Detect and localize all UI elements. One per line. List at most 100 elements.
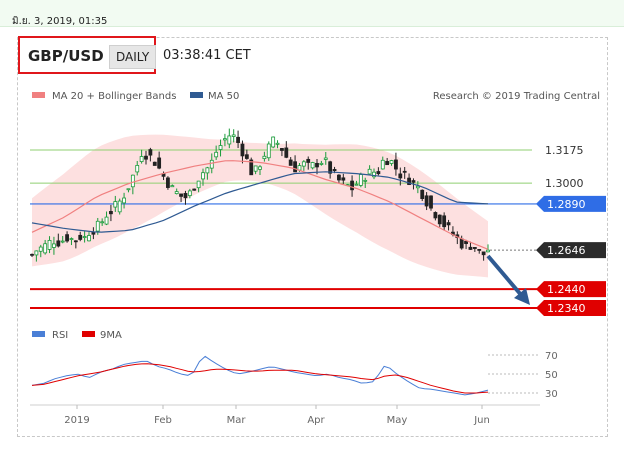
- rsi-tick-label: 70: [545, 351, 558, 362]
- ma50-legend-label: MA 50: [208, 91, 239, 102]
- candle-body: [117, 200, 122, 213]
- candle-body: [306, 158, 311, 163]
- candle-body: [56, 240, 61, 247]
- candle-body: [65, 234, 69, 242]
- support-label: 1.2340: [547, 302, 586, 315]
- bollinger-band-area: [32, 134, 488, 278]
- pair-title: GBP/USD: [28, 47, 104, 65]
- candle-body: [301, 161, 306, 167]
- rsi-legend-label: RSI: [52, 330, 68, 341]
- candle-body: [231, 134, 236, 137]
- candle-body: [38, 246, 43, 252]
- candle-body: [196, 180, 201, 189]
- candle-body: [126, 188, 131, 191]
- candle-body: [385, 161, 390, 166]
- candle-body: [280, 148, 284, 151]
- candle-body: [433, 212, 438, 219]
- candle-body: [424, 195, 429, 207]
- rsi-legend-swatch: [32, 331, 45, 337]
- candle-body: [73, 240, 78, 243]
- candle-body: [337, 174, 341, 181]
- candle-body: [253, 165, 258, 172]
- candle-body: [407, 177, 411, 185]
- candle-body: [341, 177, 346, 181]
- candle-body: [380, 159, 385, 170]
- candle-body: [315, 162, 319, 168]
- candle-body: [284, 147, 289, 158]
- candle-body: [122, 197, 126, 204]
- current-price-label: 1.2646: [547, 244, 586, 257]
- candle-body: [69, 238, 74, 240]
- candle-body: [91, 231, 96, 235]
- candle-body: [468, 246, 473, 250]
- candle-body: [52, 243, 56, 248]
- candle-body: [166, 177, 170, 188]
- rsi-line: [31, 355, 489, 396]
- rsi-ma-line: [31, 363, 489, 394]
- candle-body: [429, 195, 433, 209]
- candle-body: [130, 174, 135, 188]
- candle-body: [266, 143, 271, 159]
- resistance-label: 1.3000: [545, 177, 584, 190]
- ma20-legend-label: MA 20 + Bollinger Bands: [52, 91, 176, 102]
- candle-body: [367, 168, 372, 175]
- candle-body: [214, 151, 219, 158]
- candle-body: [354, 183, 359, 186]
- candle-body: [358, 174, 363, 186]
- bollinger-band: [32, 134, 488, 278]
- candle-body: [372, 171, 376, 178]
- x-axis: 2019 Feb Mar Apr May Jun: [64, 405, 490, 426]
- candle-body: [109, 211, 113, 215]
- period-button[interactable]: DAILY: [109, 45, 157, 69]
- candle-body: [104, 216, 109, 225]
- candle-body: [174, 191, 179, 195]
- candle-body: [275, 142, 280, 145]
- candle-body: [183, 193, 188, 199]
- candle-body: [389, 160, 394, 164]
- support-label: 1.2440: [547, 283, 586, 296]
- rsi-ma-legend-label: 9MA: [100, 330, 122, 341]
- timestamp-bar: มิ.ย. 3, 2019, 01:35: [0, 0, 624, 27]
- candle-body: [87, 235, 91, 242]
- candle-body: [170, 185, 175, 188]
- candle-body: [192, 188, 197, 191]
- candle-body: [459, 238, 464, 249]
- candle-body: [100, 221, 105, 224]
- forecast-arrow-head: [514, 288, 530, 305]
- candle-body: [244, 154, 249, 159]
- candle-body: [415, 185, 420, 189]
- chart-time: 03:38:41 CET: [163, 48, 251, 63]
- candle-body: [328, 161, 333, 174]
- credit-text: Research © 2019 Trading Central: [433, 91, 600, 102]
- current-price-tag: [536, 242, 606, 259]
- candle-body: [187, 190, 192, 197]
- resistance-label: 1.3175: [545, 144, 584, 157]
- x-tick-label: Mar: [227, 415, 247, 426]
- candle-body: [420, 189, 425, 199]
- candle-body: [481, 251, 486, 256]
- candle-body: [139, 156, 144, 162]
- candle-body: [411, 180, 416, 183]
- candle-body: [95, 220, 100, 232]
- candle-body: [113, 201, 118, 208]
- ma50-line: [31, 171, 489, 233]
- candle-body: [43, 243, 48, 254]
- candles: [30, 128, 490, 262]
- candle-body: [442, 215, 447, 228]
- x-tick-label: Feb: [154, 415, 172, 426]
- candle-body: [249, 159, 254, 176]
- x-tick-label: 2019: [64, 415, 89, 426]
- chart-frame: [17, 37, 608, 437]
- price-levels: 1.3175 1.3000 1.2890 1.2440 1.2340 1.2646: [30, 144, 606, 316]
- candle-body: [148, 149, 153, 156]
- candle-body: [157, 157, 162, 169]
- rsi-panel: 70 50 30: [31, 351, 558, 400]
- candle-body: [271, 136, 276, 148]
- x-tick-label: Apr: [307, 415, 325, 426]
- candle-body: [472, 247, 477, 249]
- ma50-legend-swatch: [190, 92, 203, 98]
- pivot-label: 1.2890: [547, 198, 586, 211]
- candle-body: [437, 214, 442, 225]
- candle-body: [464, 240, 468, 244]
